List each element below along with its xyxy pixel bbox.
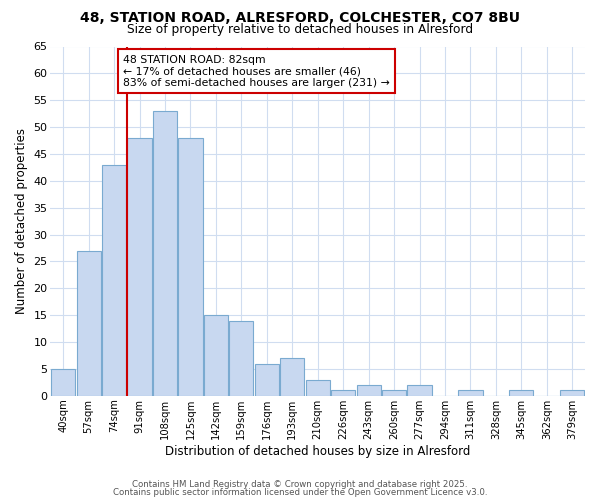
Bar xyxy=(280,358,304,396)
Text: Size of property relative to detached houses in Alresford: Size of property relative to detached ho… xyxy=(127,22,473,36)
Text: 48 STATION ROAD: 82sqm
← 17% of detached houses are smaller (46)
83% of semi-det: 48 STATION ROAD: 82sqm ← 17% of detached… xyxy=(123,54,390,88)
Bar xyxy=(102,164,126,396)
Bar xyxy=(229,320,253,396)
Bar xyxy=(560,390,584,396)
Bar xyxy=(509,390,533,396)
X-axis label: Distribution of detached houses by size in Alresford: Distribution of detached houses by size … xyxy=(165,444,470,458)
Bar xyxy=(153,111,177,396)
Bar xyxy=(382,390,406,396)
Bar xyxy=(458,390,482,396)
Bar xyxy=(305,380,330,396)
Bar xyxy=(255,364,279,396)
Bar xyxy=(407,385,431,396)
Y-axis label: Number of detached properties: Number of detached properties xyxy=(15,128,28,314)
Bar xyxy=(77,250,101,396)
Text: Contains HM Land Registry data © Crown copyright and database right 2025.: Contains HM Land Registry data © Crown c… xyxy=(132,480,468,489)
Text: Contains public sector information licensed under the Open Government Licence v3: Contains public sector information licen… xyxy=(113,488,487,497)
Bar xyxy=(331,390,355,396)
Bar xyxy=(127,138,152,396)
Bar xyxy=(356,385,381,396)
Text: 48, STATION ROAD, ALRESFORD, COLCHESTER, CO7 8BU: 48, STATION ROAD, ALRESFORD, COLCHESTER,… xyxy=(80,11,520,25)
Bar xyxy=(204,315,228,396)
Bar xyxy=(178,138,203,396)
Bar xyxy=(51,369,75,396)
